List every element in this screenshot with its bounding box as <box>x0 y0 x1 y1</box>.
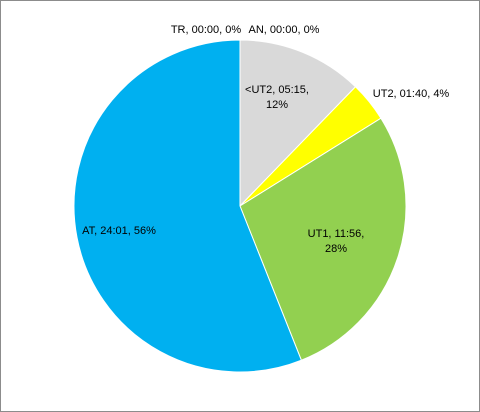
data-label-tr: TR, 00:00, 0% <box>171 24 242 36</box>
data-label-at: AT, 24:01, 56% <box>82 225 156 237</box>
pie-slice-ut1 <box>239 117 407 361</box>
pie-slices <box>73 39 407 373</box>
data-label-ut1: UT1, 11:56, 28% <box>308 228 365 255</box>
pie-slice-at <box>73 39 303 373</box>
pie-slice-ut2-lt <box>239 39 357 208</box>
pie-labels: TR, 00:00, 0% AN, 00:00, 0% <UT2, 05:15, 12… <box>82 24 449 255</box>
data-label-ut2-lt: <UT2, 05:15, 12% <box>245 84 309 111</box>
data-label-an: AN, 00:00, 0% <box>249 24 320 36</box>
data-label-ut2: UT2, 01:40, 4% <box>373 88 450 100</box>
